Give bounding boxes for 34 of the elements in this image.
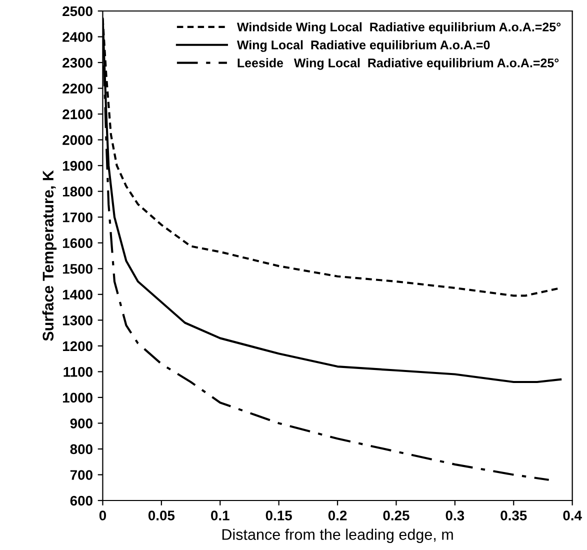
x-axis-title: Distance from the leading edge, m bbox=[222, 528, 453, 543]
y-tick-label: 1600 bbox=[62, 238, 92, 248]
y-tick-label: 2000 bbox=[62, 135, 92, 145]
y-tick-label: 1900 bbox=[62, 160, 92, 171]
y-tick-label: 2500 bbox=[62, 6, 92, 16]
x-tick-label: 0.2 bbox=[328, 510, 347, 520]
y-tick-label: 1000 bbox=[62, 392, 92, 403]
x-tick-label: 0.15 bbox=[266, 510, 292, 520]
y-tick-label: 1100 bbox=[64, 367, 92, 377]
legend-label: Wing Local Radiative equilibrium A.o.A.=0 bbox=[236, 40, 490, 52]
y-tick-label: 2100 bbox=[62, 109, 92, 120]
y-tick-label: 1200 bbox=[62, 341, 92, 352]
y-tick-label: 1500 bbox=[62, 264, 92, 274]
y-tick-label: 1300 bbox=[62, 315, 92, 326]
y-axis-title: Surface Temperature, K bbox=[42, 170, 57, 341]
y-tick-label: 2300 bbox=[62, 58, 92, 68]
y-tick-label: 1700 bbox=[62, 212, 92, 222]
y-tick-label: 600 bbox=[70, 496, 92, 506]
x-tick-label: 0.05 bbox=[148, 510, 175, 520]
y-tick-label: 2200 bbox=[62, 84, 92, 94]
y-tick-label: 800 bbox=[70, 444, 92, 454]
x-tick-label: 0.3 bbox=[446, 510, 464, 520]
legend-label: Leeside Wing Local Radiative equilibrium A.o.A.=25° bbox=[238, 58, 559, 70]
legend-label: Windside Wing Local Radiative equilibrium A.o.A.=25° bbox=[236, 22, 561, 34]
y-tick-label: 700 bbox=[70, 470, 92, 480]
y-tick-label: 900 bbox=[70, 418, 92, 428]
x-tick-label: 0.35 bbox=[500, 510, 527, 520]
x-tick-label: 0.25 bbox=[383, 510, 410, 520]
y-tick-label: 1400 bbox=[62, 290, 92, 300]
y-tick-label: 1800 bbox=[62, 186, 92, 197]
x-tick-label: 0 bbox=[99, 510, 106, 520]
x-tick-label: 0.1 bbox=[211, 510, 230, 520]
y-tick-label: 2400 bbox=[62, 32, 92, 42]
x-tick-label: 0.4 bbox=[563, 510, 582, 520]
